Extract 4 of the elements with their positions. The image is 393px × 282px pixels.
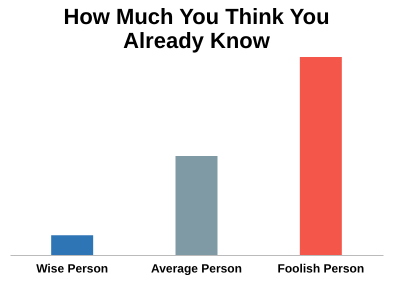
x-tick-label: Foolish Person bbox=[277, 262, 364, 276]
x-tick-label: Average Person bbox=[151, 262, 242, 276]
x-tick-label: Wise Person bbox=[36, 262, 108, 276]
chart-title: How Much You Think You Already Know bbox=[63, 4, 330, 53]
